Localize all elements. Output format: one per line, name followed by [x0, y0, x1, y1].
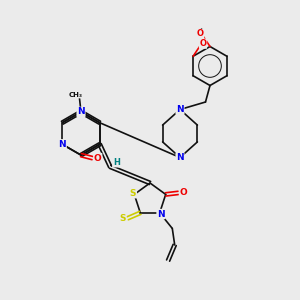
Text: CH₃: CH₃ — [69, 92, 83, 98]
Text: N: N — [176, 105, 184, 114]
Text: O: O — [179, 188, 187, 197]
Text: N: N — [77, 107, 85, 116]
Text: N: N — [157, 209, 165, 218]
Text: O: O — [200, 39, 206, 48]
Text: S: S — [130, 189, 136, 198]
Text: H: H — [113, 158, 120, 167]
Text: N: N — [176, 153, 184, 162]
Text: S: S — [119, 214, 126, 223]
Text: O: O — [196, 29, 204, 38]
Text: N: N — [58, 140, 66, 149]
Text: O: O — [94, 154, 102, 163]
